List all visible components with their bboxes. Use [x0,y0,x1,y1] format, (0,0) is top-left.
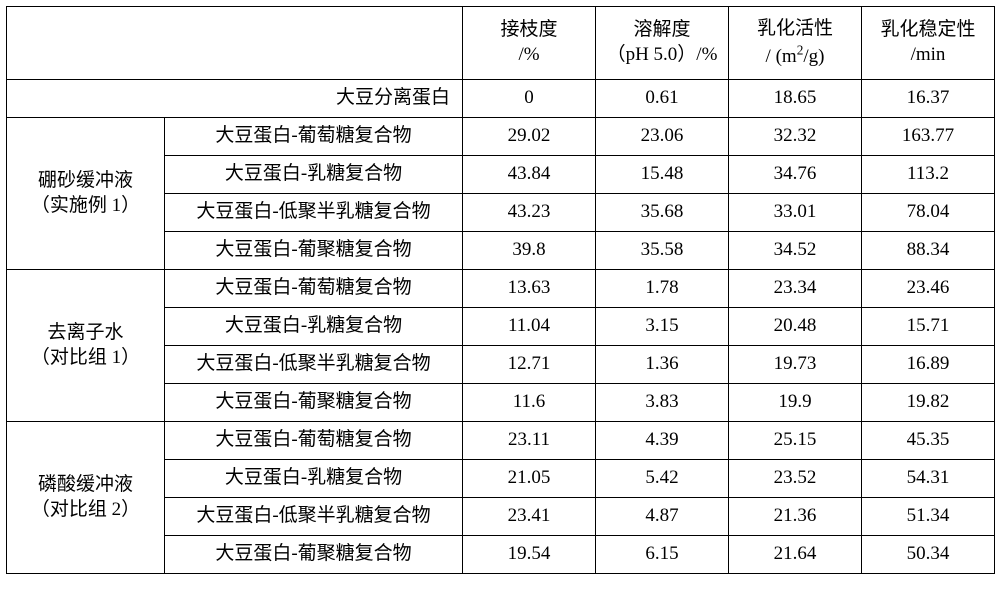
cell-value: 0.61 [596,80,729,118]
cell-value: 6.15 [596,536,729,574]
cell-value: 23.46 [862,270,995,308]
cell-value: 11.6 [463,384,596,422]
cell-value: 43.84 [463,156,596,194]
table-row: 大豆分离蛋白 0 0.61 18.65 16.37 [7,80,995,118]
cell-value: 45.35 [862,422,995,460]
cell-value: 51.34 [862,498,995,536]
cell-value: 16.89 [862,346,995,384]
cell-value: 113.2 [862,156,995,194]
cell-value: 4.39 [596,422,729,460]
cell-value: 12.71 [463,346,596,384]
cell-value: 21.05 [463,460,596,498]
sample-label: 大豆蛋白-葡聚糖复合物 [165,384,463,422]
group-label: 硼砂缓冲液（实施例 1） [7,118,165,270]
cell-value: 78.04 [862,194,995,232]
header-solubility-l1: 溶解度 [633,19,690,40]
header-eai: 乳化活性 / (m2/g) [729,7,862,80]
header-graft: 接枝度 /% [463,7,596,80]
table-row: 去离子水（对比组 1） 大豆蛋白-葡萄糖复合物 13.63 1.78 23.34… [7,270,995,308]
sample-label: 大豆蛋白-乳糖复合物 [165,460,463,498]
cell-value: 25.15 [729,422,862,460]
cell-value: 3.15 [596,308,729,346]
header-esi-l2: /min [911,44,946,65]
cell-value: 1.78 [596,270,729,308]
cell-value: 3.83 [596,384,729,422]
cell-value: 11.04 [463,308,596,346]
cell-value: 39.8 [463,232,596,270]
header-eai-l2: / (m2/g) [766,46,825,67]
cell-value: 34.76 [729,156,862,194]
cell-value: 15.48 [596,156,729,194]
cell-value: 19.82 [862,384,995,422]
table-row: 硼砂缓冲液（实施例 1） 大豆蛋白-葡萄糖复合物 29.02 23.06 32.… [7,118,995,156]
cell-value: 54.31 [862,460,995,498]
cell-value: 21.64 [729,536,862,574]
cell-value: 15.71 [862,308,995,346]
data-table: 接枝度 /% 溶解度 （pH 5.0）/% 乳化活性 / (m2/g) 乳化稳定… [6,6,995,574]
sample-label: 大豆蛋白-葡聚糖复合物 [165,232,463,270]
cell-value: 19.73 [729,346,862,384]
baseline-label: 大豆分离蛋白 [7,80,463,118]
cell-value: 88.34 [862,232,995,270]
sample-label: 大豆蛋白-低聚半乳糖复合物 [165,346,463,384]
cell-value: 35.68 [596,194,729,232]
header-graft-l1: 接枝度 [500,19,557,40]
cell-value: 13.63 [463,270,596,308]
group-label: 磷酸缓冲液（对比组 2） [7,422,165,574]
cell-value: 43.23 [463,194,596,232]
group-label: 去离子水（对比组 1） [7,270,165,422]
cell-value: 18.65 [729,80,862,118]
cell-value: 5.42 [596,460,729,498]
cell-value: 34.52 [729,232,862,270]
cell-value: 23.11 [463,422,596,460]
sample-label: 大豆蛋白-葡聚糖复合物 [165,536,463,574]
cell-value: 50.34 [862,536,995,574]
cell-value: 32.32 [729,118,862,156]
cell-value: 21.36 [729,498,862,536]
cell-value: 33.01 [729,194,862,232]
cell-value: 1.36 [596,346,729,384]
sample-label: 大豆蛋白-乳糖复合物 [165,308,463,346]
table-header-row: 接枝度 /% 溶解度 （pH 5.0）/% 乳化活性 / (m2/g) 乳化稳定… [7,7,995,80]
header-blank [7,7,463,80]
cell-value: 19.9 [729,384,862,422]
cell-value: 23.52 [729,460,862,498]
table-row: 磷酸缓冲液（对比组 2） 大豆蛋白-葡萄糖复合物 23.11 4.39 25.1… [7,422,995,460]
sample-label: 大豆蛋白-低聚半乳糖复合物 [165,194,463,232]
cell-value: 23.41 [463,498,596,536]
sample-label: 大豆蛋白-乳糖复合物 [165,156,463,194]
cell-value: 29.02 [463,118,596,156]
cell-value: 19.54 [463,536,596,574]
cell-value: 0 [463,80,596,118]
header-esi-l1: 乳化稳定性 [880,19,975,40]
header-eai-l1: 乳化活性 [757,18,833,39]
header-solubility: 溶解度 （pH 5.0）/% [596,7,729,80]
cell-value: 4.87 [596,498,729,536]
cell-value: 20.48 [729,308,862,346]
cell-value: 16.37 [862,80,995,118]
header-esi: 乳化稳定性 /min [862,7,995,80]
cell-value: 163.77 [862,118,995,156]
sample-label: 大豆蛋白-葡萄糖复合物 [165,118,463,156]
sample-label: 大豆蛋白-葡萄糖复合物 [165,270,463,308]
cell-value: 23.06 [596,118,729,156]
sample-label: 大豆蛋白-低聚半乳糖复合物 [165,498,463,536]
cell-value: 35.58 [596,232,729,270]
sample-label: 大豆蛋白-葡萄糖复合物 [165,422,463,460]
header-graft-l2: /% [518,44,539,65]
cell-value: 23.34 [729,270,862,308]
header-solubility-l2: （pH 5.0）/% [607,44,718,65]
